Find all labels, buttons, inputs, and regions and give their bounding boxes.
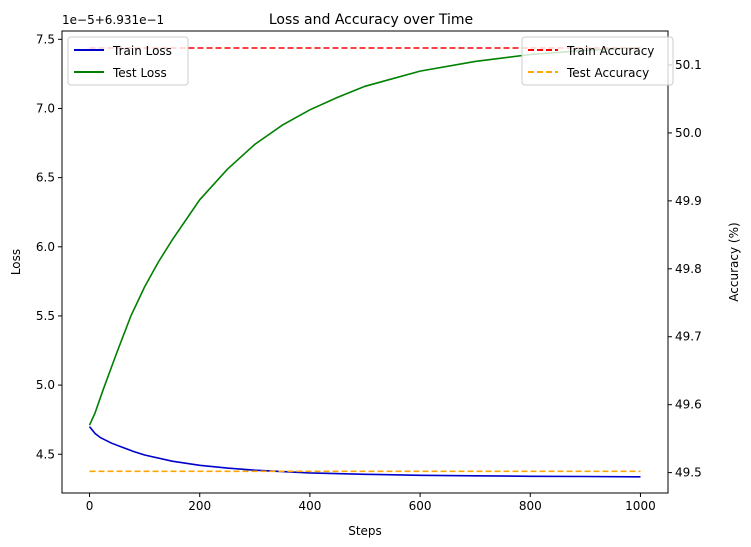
chart-title: Loss and Accuracy over Time bbox=[269, 12, 473, 28]
x-axis-ticks: 0 200 400 600 800 1000 bbox=[86, 493, 656, 513]
x-axis-label: Steps bbox=[348, 524, 382, 538]
left-y-tick-label: 5.5 bbox=[36, 309, 55, 323]
train-loss-line bbox=[88, 426, 641, 478]
test-loss-line bbox=[88, 46, 641, 426]
plot-area bbox=[88, 46, 641, 478]
right-axis-ticks: 49.5 49.6 49.7 49.8 49.9 50.0 50.1 bbox=[668, 58, 702, 480]
left-axis-ticks: 4.5 5.0 5.5 6.0 6.5 7.0 7.5 bbox=[36, 32, 62, 461]
left-y-tick-label: 5.0 bbox=[36, 378, 55, 392]
x-tick-label: 1000 bbox=[625, 499, 656, 513]
legend-test-loss-label: Test Loss bbox=[112, 66, 167, 80]
x-tick-label: 800 bbox=[519, 499, 542, 513]
right-y-tick-label: 49.8 bbox=[675, 262, 702, 276]
legend-train-accuracy-label: Train Accuracy bbox=[566, 44, 654, 58]
left-y-tick-label: 4.5 bbox=[36, 447, 55, 461]
right-y-tick-label: 49.5 bbox=[675, 466, 702, 480]
x-tick-label: 400 bbox=[298, 499, 321, 513]
left-y-tick-label: 6.5 bbox=[36, 171, 55, 185]
left-y-tick-label: 7.5 bbox=[36, 32, 55, 46]
left-y-tick-label: 7.0 bbox=[36, 101, 55, 115]
legend-test-accuracy-label: Test Accuracy bbox=[566, 66, 649, 80]
right-y-tick-label: 50.0 bbox=[675, 126, 702, 140]
right-y-tick-label: 49.7 bbox=[675, 330, 702, 344]
x-tick-label: 600 bbox=[409, 499, 432, 513]
legend-train-loss-label: Train Loss bbox=[112, 44, 172, 58]
legend-left: Train Loss Test Loss bbox=[67, 36, 189, 86]
axis-offset-text: 1e−5+6.931e−1 bbox=[62, 13, 164, 27]
x-tick-label: 200 bbox=[188, 499, 211, 513]
right-y-tick-label: 49.9 bbox=[675, 194, 702, 208]
left-y-tick-label: 6.0 bbox=[36, 240, 55, 254]
legend-right: Train Accuracy Test Accuracy bbox=[521, 36, 674, 86]
right-axis-label: Accuracy (%) bbox=[727, 222, 741, 301]
right-y-tick-label: 50.1 bbox=[675, 58, 702, 72]
plot-frame bbox=[61, 30, 669, 494]
left-axis-label: Loss bbox=[9, 249, 23, 275]
right-y-tick-label: 49.6 bbox=[675, 398, 702, 412]
x-tick-label: 0 bbox=[86, 499, 94, 513]
legend-right-box bbox=[521, 36, 674, 86]
